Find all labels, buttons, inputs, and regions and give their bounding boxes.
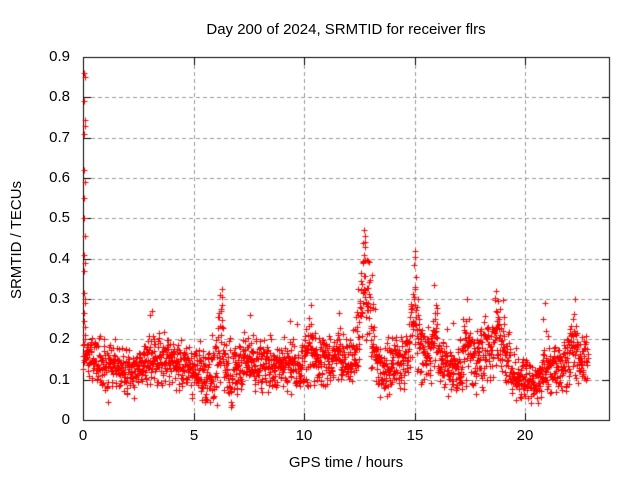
x-tick-label: 10 bbox=[295, 427, 313, 444]
chart-title: Day 200 of 2024, SRMTID for receiver flr… bbox=[206, 21, 486, 38]
y-tick-label: 0.2 bbox=[49, 330, 70, 347]
y-tick-label: 0.6 bbox=[49, 169, 70, 186]
y-tick-label: 0.7 bbox=[49, 129, 70, 146]
x-axis-label: GPS time / hours bbox=[288, 454, 404, 471]
y-tick-label: 0.3 bbox=[49, 290, 70, 307]
y-tick-label: 0.4 bbox=[49, 250, 70, 267]
y-tick-label: 0.9 bbox=[49, 48, 70, 65]
y-tick-label: 0 bbox=[61, 411, 70, 428]
x-tick-label: 0 bbox=[78, 427, 88, 444]
x-tick-label: 20 bbox=[516, 427, 534, 444]
x-tick-label: 5 bbox=[189, 427, 199, 444]
y-tick-label: 0.5 bbox=[49, 209, 70, 226]
y-tick-label: 0.1 bbox=[49, 371, 70, 388]
y-tick-label: 0.8 bbox=[49, 88, 70, 105]
x-tick-label: 15 bbox=[406, 427, 424, 444]
